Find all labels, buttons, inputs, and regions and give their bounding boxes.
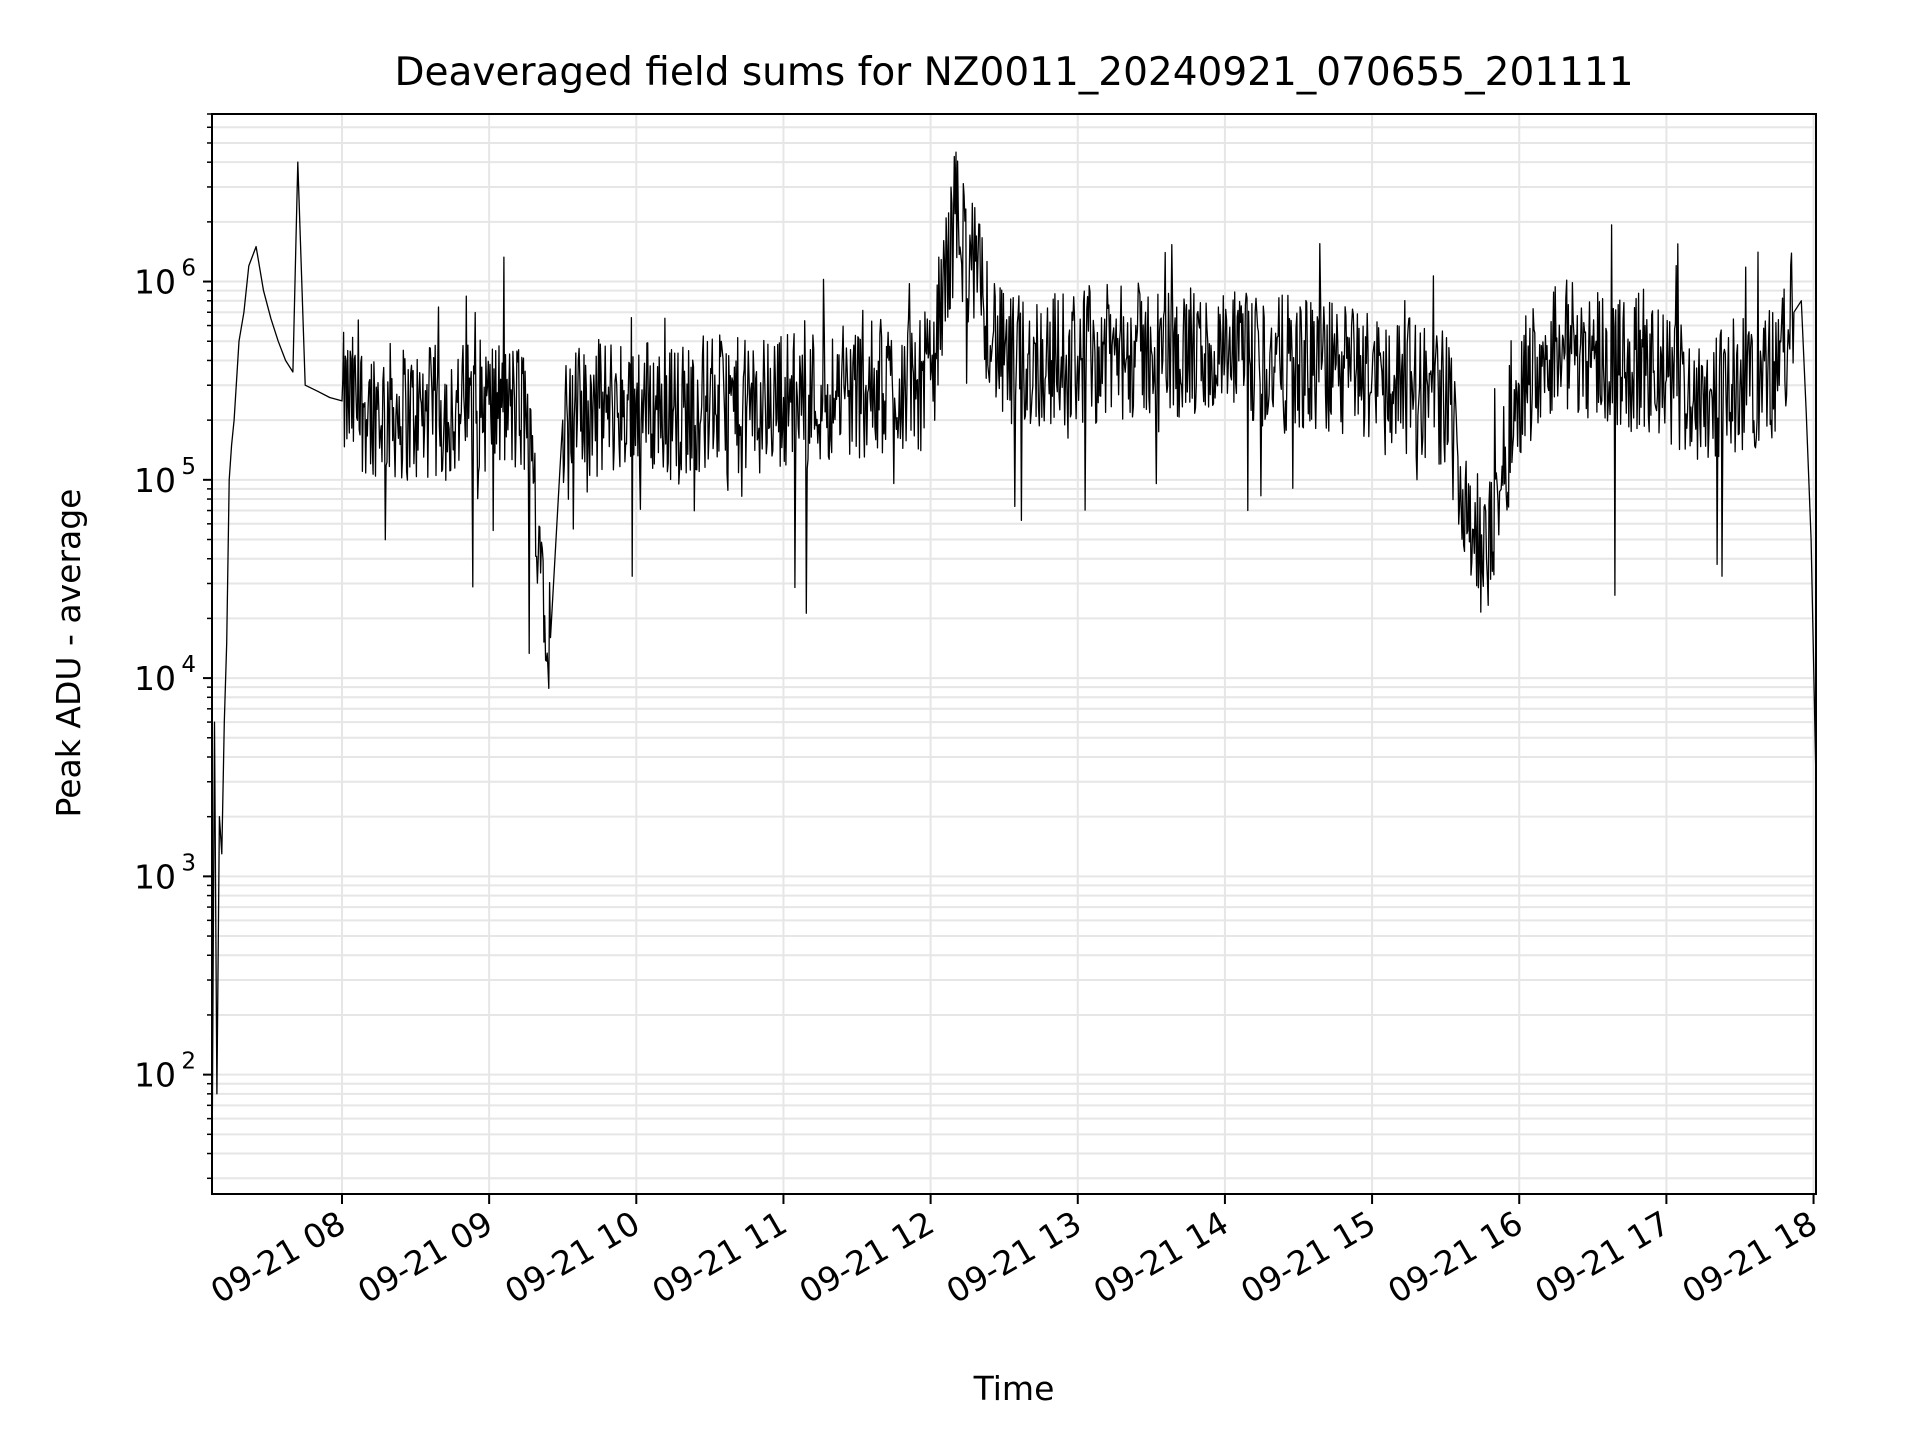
y-axis-label: Peak ADU - average — [49, 489, 88, 818]
y-tick-label: 10 — [134, 1056, 176, 1095]
chart-title: Deaveraged field sums for NZ0011_2024092… — [394, 50, 1633, 95]
y-tick-exponent: 4 — [181, 652, 196, 678]
y-tick-exponent: 5 — [181, 454, 196, 480]
y-tick-label: 10 — [134, 659, 176, 698]
y-tick-label: 10 — [134, 857, 176, 896]
y-tick-label: 10 — [134, 263, 176, 302]
series-layer — [211, 151, 1817, 1179]
series-line — [211, 151, 1817, 1179]
plot-frame — [211, 113, 1817, 1195]
y-tick-exponent: 6 — [181, 256, 196, 282]
y-tick-exponent: 2 — [181, 1049, 196, 1075]
grid-layer — [212, 113, 1816, 1194]
y-tick-exponent: 3 — [181, 850, 196, 876]
y-tick-label: 10 — [134, 461, 176, 500]
x-axis-label: Time — [973, 1369, 1055, 1408]
